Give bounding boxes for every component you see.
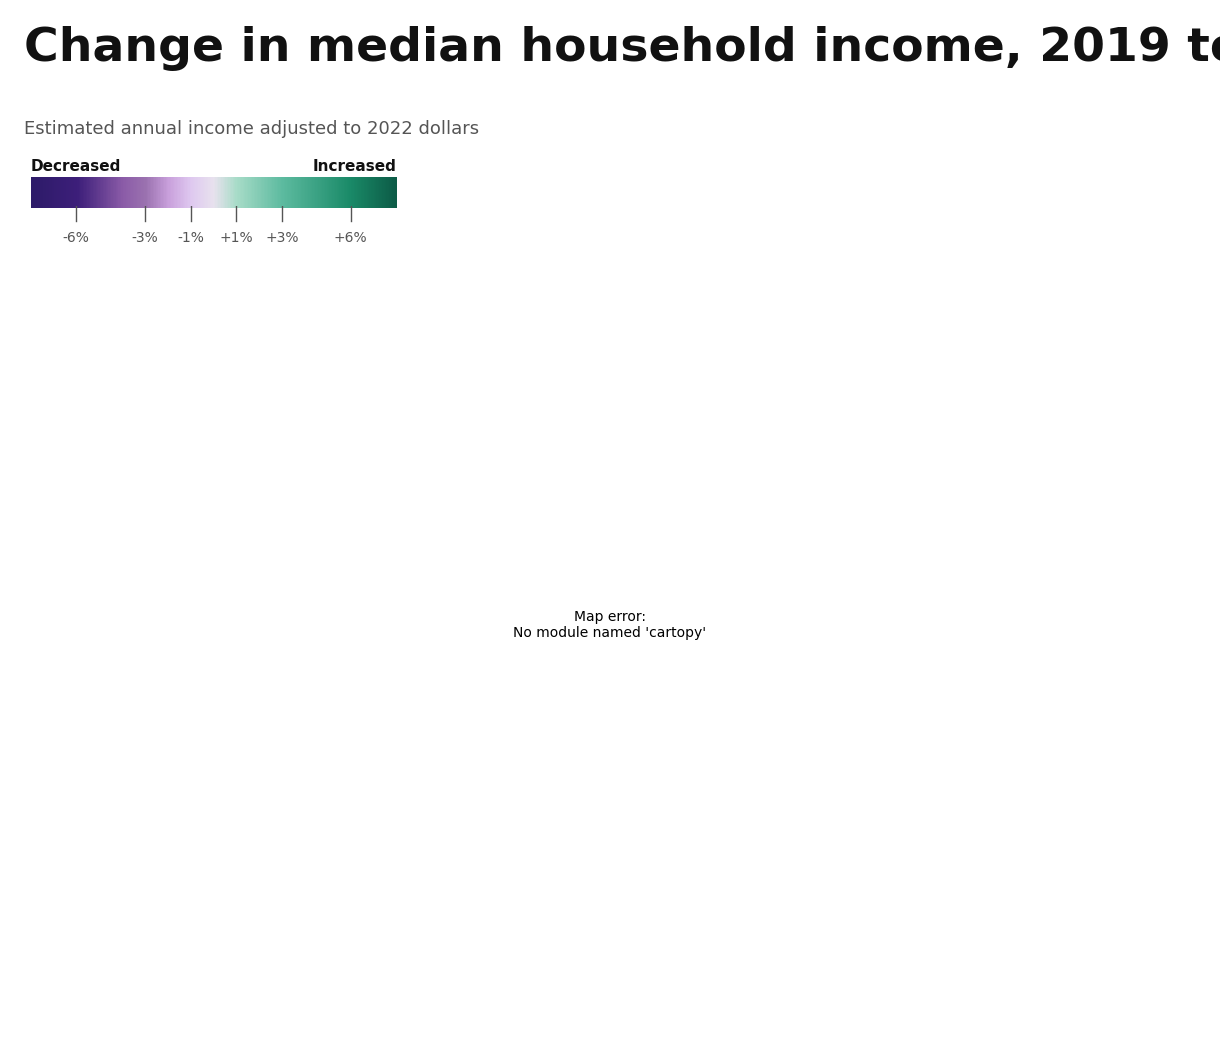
Text: -6%: -6% [62,231,90,245]
Text: +3%: +3% [266,231,299,245]
Text: +1%: +1% [220,231,254,245]
Text: Map error:
No module named 'cartopy': Map error: No module named 'cartopy' [514,611,706,640]
Text: -1%: -1% [177,231,204,245]
Text: -3%: -3% [132,231,159,245]
Text: +6%: +6% [334,231,367,245]
Text: Change in median household income, 2019 to 2022: Change in median household income, 2019 … [24,26,1220,71]
Text: Estimated annual income adjusted to 2022 dollars: Estimated annual income adjusted to 2022… [24,120,479,138]
Text: Decreased: Decreased [30,159,121,174]
Text: Increased: Increased [312,159,396,174]
